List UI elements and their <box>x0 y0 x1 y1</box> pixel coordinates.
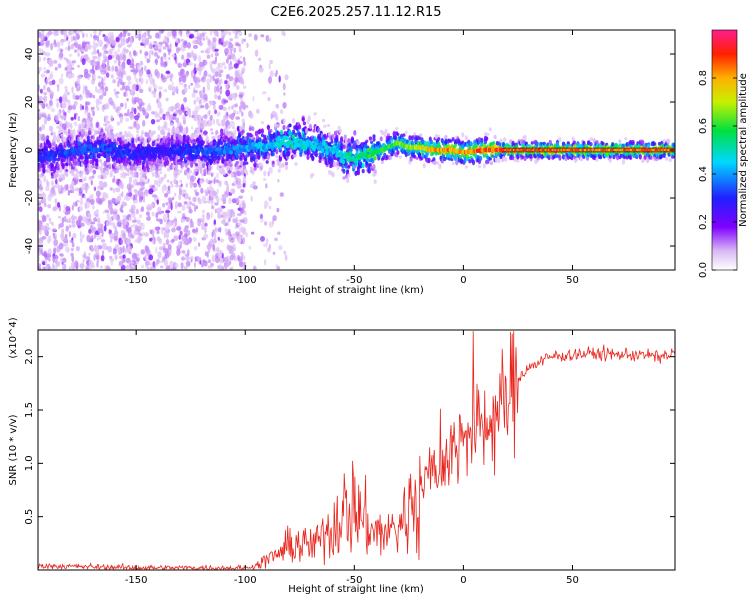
x-tick-label: -50 <box>346 575 362 586</box>
x-tick-label: 50 <box>566 575 579 586</box>
spectrogram-panel: -150 -100 -50 0 50 -40 -20 0 20 40 Height of str… <box>8 29 676 296</box>
snr-x-label: Height of straight line (km) <box>288 584 424 595</box>
snr-panel: -150 -100 -50 0 50 0.5 1.0 1.5 2.0 Height of st… <box>8 317 676 595</box>
colorbar: 0.0 0.2 0.4 0.6 0.8 Normalized spectral ampl… <box>698 29 749 278</box>
y-tick-label: -40 <box>24 238 35 254</box>
x-tick-label: -50 <box>346 275 362 286</box>
colorbar-tick-label: 0.4 <box>698 166 709 182</box>
spectrogram-ridge <box>38 134 675 165</box>
y-tick-label: -20 <box>24 190 35 206</box>
colorbar-gradient <box>711 29 738 271</box>
y-tick-label: 40 <box>24 48 35 61</box>
spectrogram-y-label: Frequency (Hz) <box>8 112 19 188</box>
snr-x-ticks: -150 -100 -50 0 50 <box>125 330 579 586</box>
y-tick-label: 1.0 <box>24 455 35 471</box>
x-tick-label: 0 <box>460 575 466 586</box>
x-tick-label: -100 <box>234 575 257 586</box>
colorbar-tick-label: 0.0 <box>698 262 709 278</box>
y-tick-label: 1.5 <box>24 402 35 418</box>
colorbar-tick-label: 0.6 <box>698 118 709 134</box>
snr-series-line <box>38 331 675 570</box>
x-tick-label: -100 <box>234 275 257 286</box>
snr-multiplier: (x10^4) <box>8 317 19 358</box>
y-tick-label: 0 <box>24 147 35 153</box>
chart-title: C2E6.2025.257.11.12.R15 <box>270 5 441 20</box>
snr-y-ticks: 0.5 1.0 1.5 2.0 <box>24 349 675 525</box>
colorbar-tick-label: 0.2 <box>698 214 709 230</box>
spectrogram-x-label: Height of straight line (km) <box>288 285 424 296</box>
snr-y-label: SNR (10 * v/v) <box>8 414 19 485</box>
colorbar-tick-label: 0.8 <box>698 70 709 86</box>
spectrogram-x-ticks: -150 -100 -50 0 50 <box>125 30 579 286</box>
y-tick-label: 0.5 <box>24 509 35 525</box>
spectrogram-y-ticks: -40 -20 0 20 40 <box>24 48 675 254</box>
x-tick-label: 50 <box>566 275 579 286</box>
x-tick-label: -150 <box>125 275 148 286</box>
x-tick-label: -150 <box>125 575 148 586</box>
colorbar-label: Normalized spectral amplitude <box>738 73 749 227</box>
y-tick-label: 20 <box>24 96 35 109</box>
x-tick-label: 0 <box>460 275 466 286</box>
y-tick-label: 2.0 <box>24 349 35 365</box>
snr-frame <box>37 329 676 571</box>
colorbar-ticks: 0.0 0.2 0.4 0.6 0.8 <box>698 70 737 278</box>
